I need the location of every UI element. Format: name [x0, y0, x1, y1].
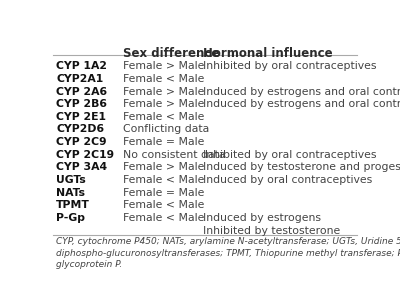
Text: Female > Male: Female > Male — [123, 99, 204, 109]
Text: Sex difference: Sex difference — [123, 47, 219, 60]
Text: Female > Male: Female > Male — [123, 162, 204, 172]
Text: NATs: NATs — [56, 188, 85, 197]
Text: CYP 2E1: CYP 2E1 — [56, 112, 106, 122]
Text: CYP, cytochrome P450; NATs, arylamine N-acetyltransferase; UGTs, Uridine 5′-
dip: CYP, cytochrome P450; NATs, arylamine N-… — [56, 237, 400, 269]
Text: Female = Male: Female = Male — [123, 188, 204, 197]
Text: Induced by estrogens and oral contraceptives: Induced by estrogens and oral contracept… — [204, 87, 400, 97]
Text: CYP 2C9: CYP 2C9 — [56, 137, 107, 147]
Text: CYP 2A6: CYP 2A6 — [56, 87, 107, 97]
Text: CYP2D6: CYP2D6 — [56, 125, 104, 135]
Text: Inhibited by oral contraceptives: Inhibited by oral contraceptives — [204, 150, 377, 160]
Text: Female < Male: Female < Male — [123, 213, 204, 223]
Text: Induced by oral contraceptives: Induced by oral contraceptives — [204, 175, 373, 185]
Text: Induced by estrogens
Inhibited by testosterone: Induced by estrogens Inhibited by testos… — [204, 213, 341, 236]
Text: CYP 1A2: CYP 1A2 — [56, 62, 107, 72]
Text: Induced by estrogens and oral contraceptives: Induced by estrogens and oral contracept… — [204, 99, 400, 109]
Text: CYP2A1: CYP2A1 — [56, 74, 104, 84]
Text: No consistent data: No consistent data — [123, 150, 225, 160]
Text: Female < Male: Female < Male — [123, 74, 204, 84]
Text: UGTs: UGTs — [56, 175, 86, 185]
Text: Inhibited by oral contraceptives: Inhibited by oral contraceptives — [204, 62, 377, 72]
Text: Female > Male: Female > Male — [123, 87, 204, 97]
Text: Hormonal influence: Hormonal influence — [204, 47, 333, 60]
Text: TPMT: TPMT — [56, 200, 90, 210]
Text: Female = Male: Female = Male — [123, 137, 204, 147]
Text: Induced by testosterone and progesterone.: Induced by testosterone and progesterone… — [204, 162, 400, 172]
Text: CYP 2B6: CYP 2B6 — [56, 99, 107, 109]
Text: CYP 3A4: CYP 3A4 — [56, 162, 107, 172]
Text: Female < Male: Female < Male — [123, 200, 204, 210]
Text: Female < Male: Female < Male — [123, 112, 204, 122]
Text: Female > Male: Female > Male — [123, 62, 204, 72]
Text: P-Gp: P-Gp — [56, 213, 85, 223]
Text: Female < Male: Female < Male — [123, 175, 204, 185]
Text: CYP 2C19: CYP 2C19 — [56, 150, 114, 160]
Text: Conflicting data: Conflicting data — [123, 125, 209, 135]
